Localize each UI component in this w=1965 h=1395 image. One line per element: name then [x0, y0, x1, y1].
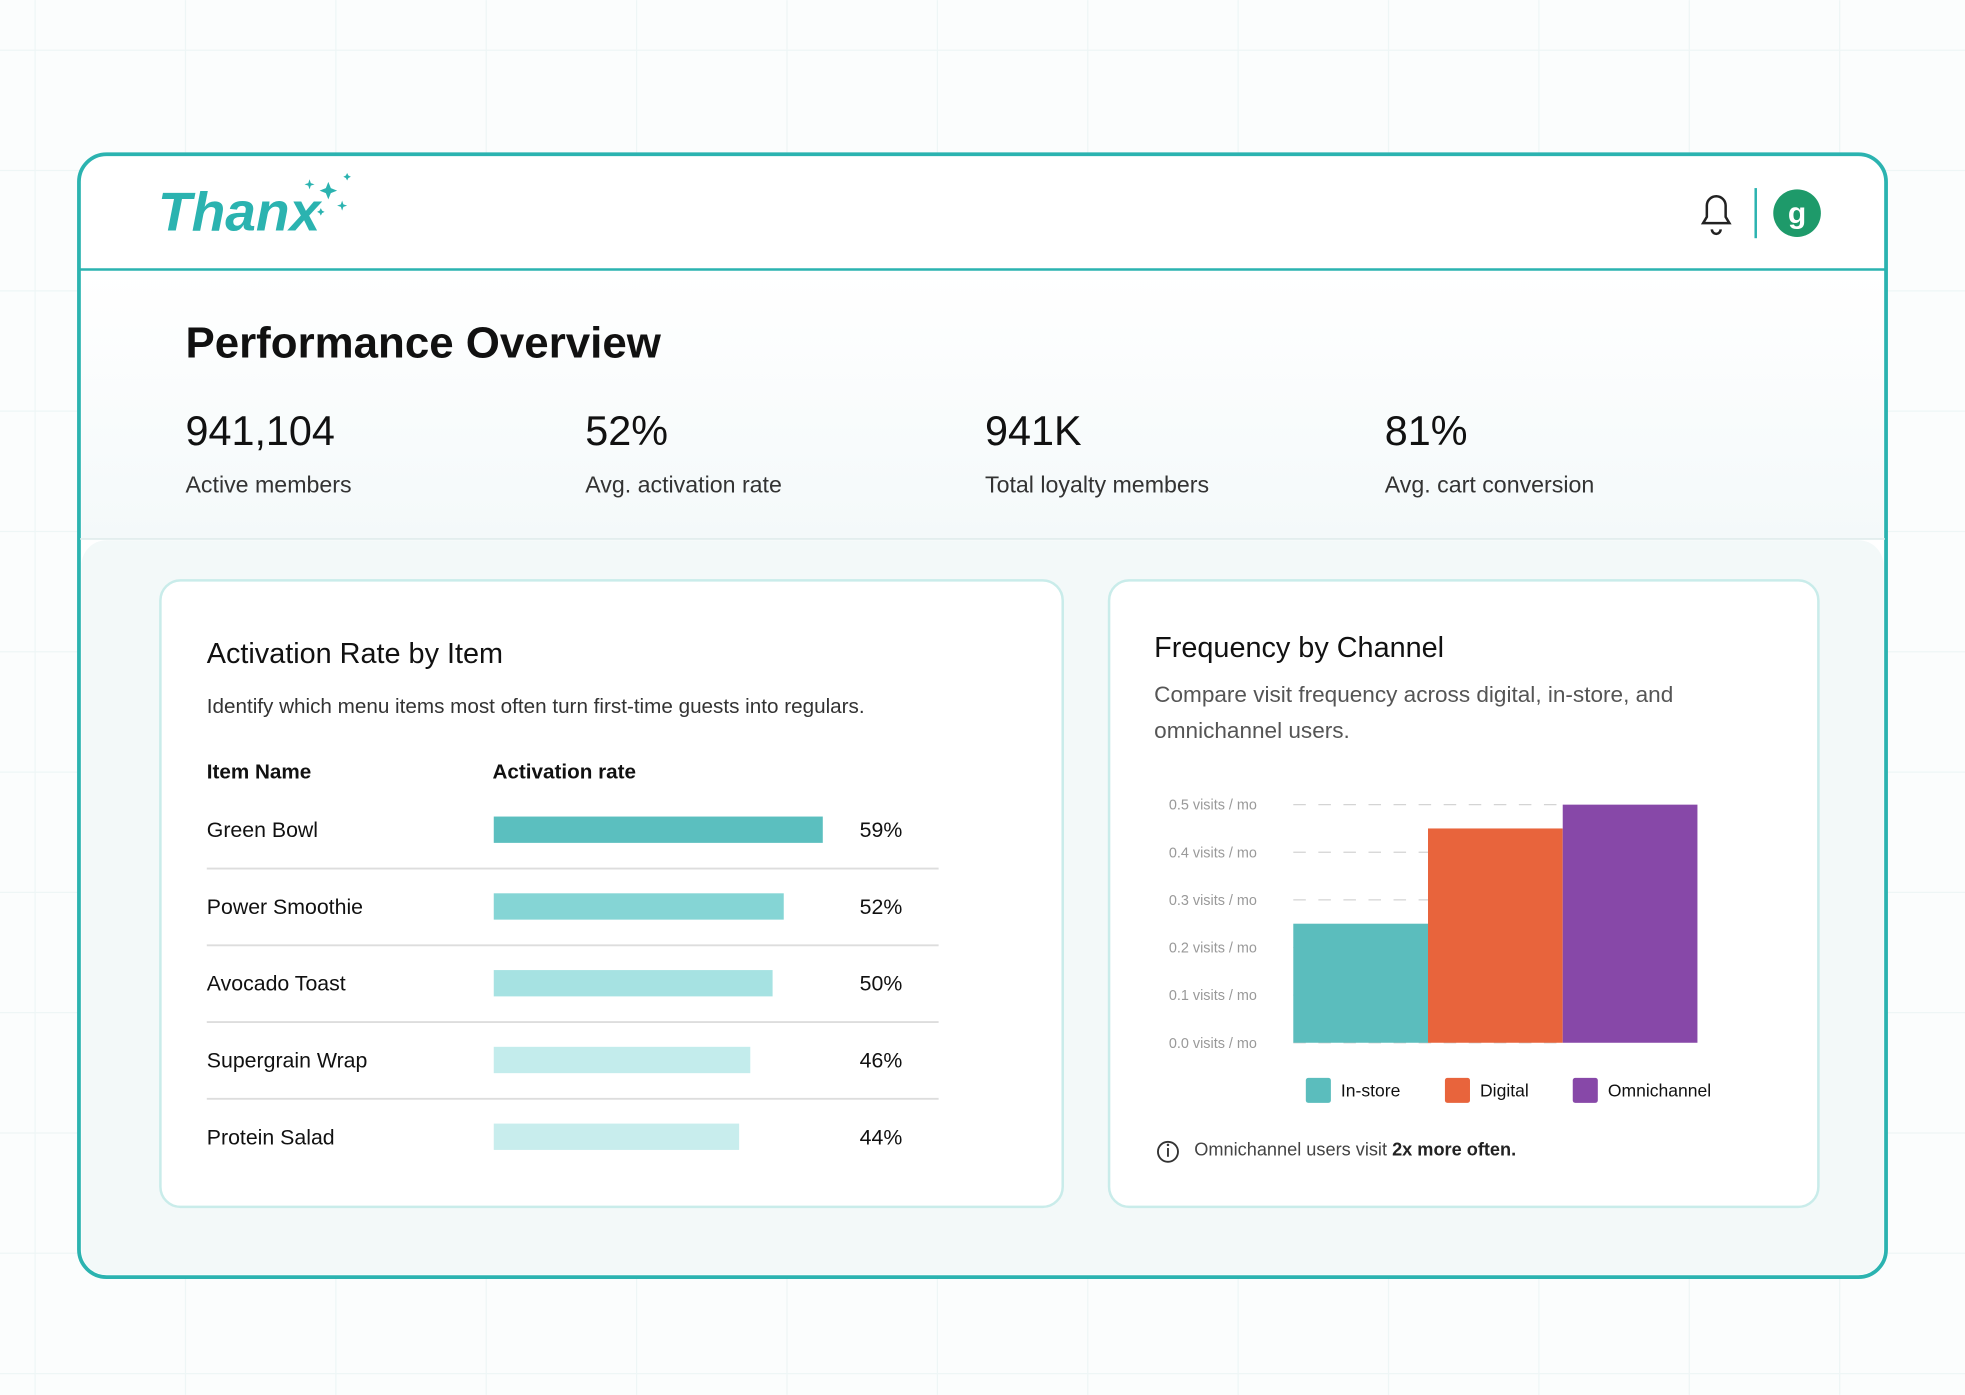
- bar: [1428, 828, 1563, 1043]
- avatar-initial: g: [1788, 197, 1806, 230]
- kpi-value: 941K: [985, 408, 1082, 454]
- rate-label: 44%: [860, 1125, 903, 1149]
- chart-title: Frequency by Channel: [1154, 632, 1444, 664]
- y-tick-label: 0.2 visits / mo: [1169, 941, 1257, 957]
- kpi-value: 52%: [585, 408, 668, 454]
- kpi-label: Total loyalty members: [985, 472, 1209, 498]
- rate-bar: [493, 970, 773, 997]
- info-icon-dot: [1166, 1143, 1170, 1147]
- kpi-row: 941,104 Active members 52% Avg. activation …: [185, 408, 1594, 498]
- kpi-label: Avg. cart conversion: [1385, 472, 1595, 498]
- rate-label: 46%: [860, 1049, 903, 1073]
- frequency-chart: 0.0 visits / mo 0.1 visits / mo 0.2 visits…: [1169, 798, 1711, 1103]
- kpi-value: 941,104: [185, 408, 334, 454]
- kpi-label: Active members: [185, 472, 351, 498]
- bell-icon[interactable]: [1700, 194, 1732, 236]
- y-tick-label: 0.4 visits / mo: [1169, 845, 1257, 861]
- chart-subtitle-box: Compare visit frequency across digital, …: [1154, 681, 1674, 744]
- rate-bar: [493, 1046, 751, 1074]
- legend-swatch: [1572, 1077, 1598, 1103]
- y-tick-label: 0.3 visits / mo: [1169, 893, 1257, 909]
- legend-label: Digital: [1480, 1081, 1529, 1101]
- rate-bar: [493, 816, 823, 843]
- y-tick-label: 0.0 visits / mo: [1169, 1036, 1257, 1052]
- chart-subtitle: Compare visit frequency across digital, …: [1154, 681, 1674, 744]
- column-header: Item Name: [207, 760, 311, 783]
- y-tick-label: 0.1 visits / mo: [1169, 988, 1257, 1004]
- kpi-band: [81, 270, 1884, 539]
- y-tick-label: 0.5 visits / mo: [1169, 798, 1257, 814]
- column-header: Activation rate: [493, 760, 636, 783]
- note-emphasis: 2x more often.: [1392, 1140, 1516, 1160]
- legend-label: In-store: [1341, 1081, 1400, 1101]
- item-name: Protein Salad: [207, 1125, 335, 1149]
- logo: Thanx: [158, 181, 323, 243]
- rate-bar: [493, 1123, 740, 1150]
- bar: [1293, 923, 1429, 1043]
- page-title: Performance Overview: [185, 318, 661, 367]
- legend-swatch: [1305, 1077, 1331, 1103]
- item-name: Supergrain Wrap: [207, 1049, 368, 1073]
- card-description: Identify which menu items most often tur…: [207, 695, 865, 718]
- activation-table: Green Bowl 59% Power Smoothie 52% Avocado To…: [206, 816, 939, 1150]
- avatar[interactable]: [1773, 189, 1821, 237]
- chart-note: Omnichannel users visit 2x more often.: [1194, 1140, 1516, 1160]
- logo-sparkles: [304, 173, 351, 216]
- item-name: Power Smoothie: [207, 895, 363, 919]
- kpi-value: 81%: [1385, 408, 1468, 454]
- rate-label: 52%: [860, 895, 903, 919]
- kpi-label: Avg. activation rate: [585, 472, 782, 498]
- item-name: Green Bowl: [207, 818, 318, 842]
- rate-label: 50%: [860, 972, 903, 996]
- legend-label: Omnichannel: [1608, 1081, 1711, 1101]
- info-icon: [1157, 1140, 1179, 1163]
- rate-label: 59%: [860, 818, 903, 842]
- item-name: Avocado Toast: [207, 972, 346, 996]
- card-title: Activation Rate by Item: [207, 638, 503, 670]
- legend-swatch: [1444, 1077, 1470, 1103]
- note-text: Omnichannel users visit: [1194, 1140, 1392, 1160]
- rate-bar: [493, 893, 784, 920]
- bar: [1562, 804, 1698, 1043]
